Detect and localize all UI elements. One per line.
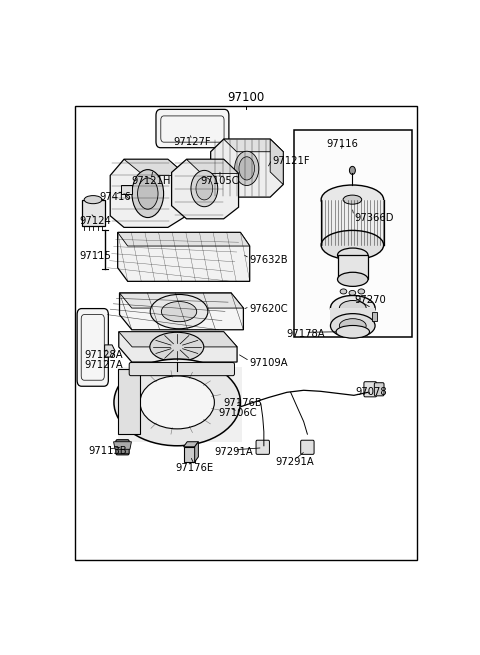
Polygon shape xyxy=(114,441,132,449)
Text: 97620C: 97620C xyxy=(250,303,288,314)
Text: 97632B: 97632B xyxy=(250,255,288,265)
Ellipse shape xyxy=(337,272,368,286)
Polygon shape xyxy=(224,139,283,152)
Bar xyxy=(121,185,132,194)
Ellipse shape xyxy=(191,170,218,207)
Polygon shape xyxy=(118,367,242,441)
Polygon shape xyxy=(183,447,195,462)
Ellipse shape xyxy=(196,178,213,200)
Polygon shape xyxy=(118,233,250,282)
Polygon shape xyxy=(120,293,243,329)
Polygon shape xyxy=(119,332,237,362)
Text: 97121H: 97121H xyxy=(132,176,171,187)
Text: 97127A: 97127A xyxy=(84,360,123,370)
Polygon shape xyxy=(195,441,198,462)
FancyBboxPatch shape xyxy=(129,363,234,376)
Text: 97127F: 97127F xyxy=(173,137,211,147)
Ellipse shape xyxy=(150,332,204,362)
Text: 97116: 97116 xyxy=(327,139,359,149)
FancyBboxPatch shape xyxy=(116,440,129,455)
Ellipse shape xyxy=(336,326,370,338)
Ellipse shape xyxy=(161,301,197,322)
Ellipse shape xyxy=(132,170,164,217)
FancyBboxPatch shape xyxy=(77,309,108,386)
Circle shape xyxy=(349,166,355,174)
Ellipse shape xyxy=(337,248,368,262)
Text: 97105C: 97105C xyxy=(201,176,239,187)
Bar xyxy=(82,200,105,226)
Ellipse shape xyxy=(349,290,356,295)
Text: 97121F: 97121F xyxy=(272,156,310,166)
Ellipse shape xyxy=(321,231,384,259)
Bar xyxy=(337,255,368,279)
Ellipse shape xyxy=(150,295,208,329)
Bar xyxy=(372,312,377,321)
Ellipse shape xyxy=(84,196,102,204)
Ellipse shape xyxy=(114,359,240,446)
FancyBboxPatch shape xyxy=(374,383,384,396)
Polygon shape xyxy=(183,441,198,447)
Polygon shape xyxy=(105,345,115,357)
FancyBboxPatch shape xyxy=(256,440,269,455)
Ellipse shape xyxy=(330,295,375,321)
Ellipse shape xyxy=(175,371,179,373)
Polygon shape xyxy=(270,139,283,185)
Polygon shape xyxy=(118,233,250,246)
Text: 97106C: 97106C xyxy=(218,409,257,419)
Text: 97416: 97416 xyxy=(99,192,131,202)
Bar xyxy=(321,200,384,245)
Text: 97128A: 97128A xyxy=(84,350,123,360)
Ellipse shape xyxy=(343,195,362,204)
Ellipse shape xyxy=(239,157,254,180)
Text: 97100: 97100 xyxy=(228,91,264,104)
Polygon shape xyxy=(124,159,186,176)
Text: 97109A: 97109A xyxy=(250,358,288,367)
Text: 97291A: 97291A xyxy=(215,447,253,457)
Text: 97078: 97078 xyxy=(355,387,387,398)
Ellipse shape xyxy=(235,151,259,185)
Polygon shape xyxy=(118,369,140,434)
Text: 97113B: 97113B xyxy=(88,446,127,456)
Ellipse shape xyxy=(321,185,384,214)
Polygon shape xyxy=(186,159,239,174)
Bar xyxy=(330,308,375,326)
Text: 97176E: 97176E xyxy=(176,463,214,473)
Ellipse shape xyxy=(339,301,366,316)
FancyBboxPatch shape xyxy=(300,440,314,455)
FancyBboxPatch shape xyxy=(156,109,229,147)
Text: 97124: 97124 xyxy=(80,216,111,226)
Ellipse shape xyxy=(340,289,347,294)
Ellipse shape xyxy=(339,319,366,333)
Bar xyxy=(294,130,412,337)
Polygon shape xyxy=(110,159,186,227)
Ellipse shape xyxy=(358,289,365,294)
Text: 97178A: 97178A xyxy=(286,329,325,339)
Text: 97176B: 97176B xyxy=(223,398,262,409)
Polygon shape xyxy=(120,293,243,308)
Ellipse shape xyxy=(330,314,375,338)
Text: 97366D: 97366D xyxy=(354,213,394,223)
FancyBboxPatch shape xyxy=(364,382,377,397)
Ellipse shape xyxy=(140,376,215,429)
Polygon shape xyxy=(172,159,239,219)
Text: 97291A: 97291A xyxy=(275,457,314,467)
Polygon shape xyxy=(119,332,237,347)
Text: 97270: 97270 xyxy=(354,295,385,305)
Polygon shape xyxy=(211,139,283,197)
Text: 97115: 97115 xyxy=(80,251,112,261)
Ellipse shape xyxy=(138,178,158,209)
